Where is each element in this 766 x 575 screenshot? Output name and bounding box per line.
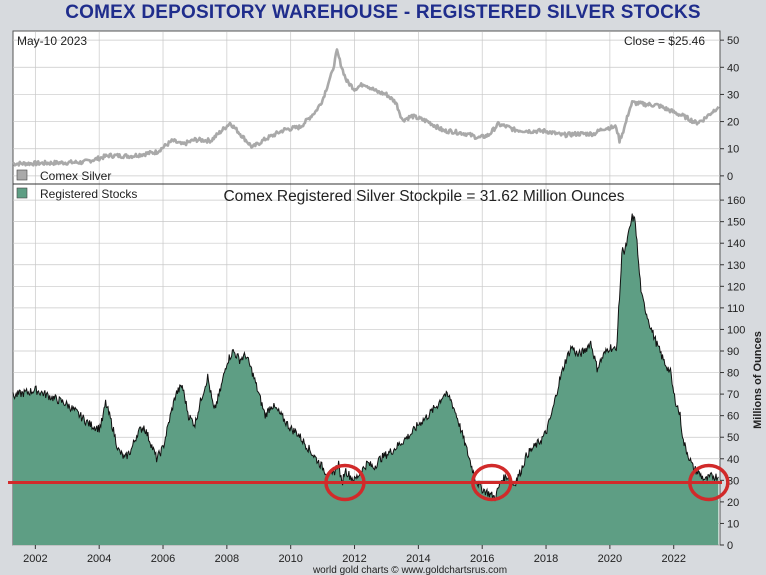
top-y-tick-label: 0	[727, 171, 733, 183]
bottom-y-tick-label: 160	[727, 195, 745, 207]
bottom-y-tick-label: 60	[727, 411, 739, 423]
x-axis: 2002 2004 2006 2008 2010 2012 2014 2016 2018 2020…	[23, 545, 686, 565]
date-label: May-10 2023	[17, 34, 87, 48]
bottom-y-tick-label: 130	[727, 260, 745, 272]
registered-stocks-series	[12, 213, 719, 545]
bottom-y-tick-label: 100	[727, 324, 745, 336]
bottom-y-tick-label: 0	[727, 540, 733, 552]
highlight-annotations	[8, 463, 730, 502]
silver-price-line	[12, 48, 720, 167]
bottom-y-tick-label: 90	[727, 346, 739, 358]
x-tick-label: 2010	[278, 553, 302, 565]
x-tick-label: 2018	[534, 553, 558, 565]
top-y-axis: 0 10 20 30 40 50	[720, 35, 739, 183]
footer-credit: world gold charts © www.goldchartsrus.co…	[312, 565, 507, 575]
highlight-circle	[688, 463, 730, 502]
x-tick-label: 2022	[661, 553, 685, 565]
bottom-y-axis: 0 10 20 30 40 50 60 70 80 90 100 110 120 130 140 150 160	[720, 195, 745, 552]
highlight-circle	[324, 463, 366, 502]
bottom-y-tick-label: 150	[727, 217, 745, 229]
top-y-tick-label: 10	[727, 144, 739, 156]
close-price-label: Close = $25.46	[624, 34, 705, 48]
x-tick-label: 2004	[87, 553, 111, 565]
stocks-legend-swatch	[16, 187, 28, 199]
stocks-legend-label: Registered Stocks	[40, 187, 137, 201]
silver-price-series	[12, 48, 720, 167]
bottom-y-tick-label: 30	[727, 475, 739, 487]
x-tick-label: 2002	[23, 553, 47, 565]
top-y-tick-label: 30	[727, 89, 739, 101]
x-tick-label: 2006	[151, 553, 175, 565]
stockpile-title: Comex Registered Silver Stockpile = 31.6…	[223, 188, 624, 205]
x-tick-label: 2008	[215, 553, 239, 565]
bottom-y-tick-label: 120	[727, 281, 745, 293]
y-axis-label: Millions of Ounces	[752, 331, 764, 429]
highlight-circle	[471, 463, 513, 502]
bottom-y-tick-label: 80	[727, 368, 739, 380]
bottom-y-tick-label: 110	[727, 303, 745, 315]
bottom-y-tick-label: 70	[727, 389, 739, 401]
registered-stocks-area	[13, 213, 719, 545]
x-tick-label: 2020	[598, 553, 622, 565]
x-tick-label: 2012	[342, 553, 366, 565]
bottom-y-tick-label: 50	[727, 432, 739, 444]
top-gridlines	[13, 39, 720, 177]
registered-stocks-outline	[12, 213, 719, 502]
x-tick-label: 2014	[406, 553, 430, 565]
silver-stocks-chart: 0 10 20 30 40 50 0 10 20 30 40 50 60 70 80 90 100 110 120…	[8, 30, 764, 575]
silver-legend-label: Comex Silver	[40, 169, 111, 183]
x-tick-label: 2016	[470, 553, 494, 565]
top-y-tick-label: 40	[727, 62, 739, 74]
silver-legend-swatch	[16, 169, 28, 181]
bottom-y-tick-label: 20	[727, 497, 739, 509]
top-y-tick-label: 20	[727, 117, 739, 129]
top-y-tick-label: 50	[727, 35, 739, 47]
bottom-y-tick-label: 140	[727, 238, 745, 250]
bottom-y-tick-label: 40	[727, 454, 739, 466]
bottom-y-tick-label: 10	[727, 518, 739, 530]
chart-title: COMEX DEPOSITORY WAREHOUSE - REGISTERED …	[65, 2, 701, 23]
